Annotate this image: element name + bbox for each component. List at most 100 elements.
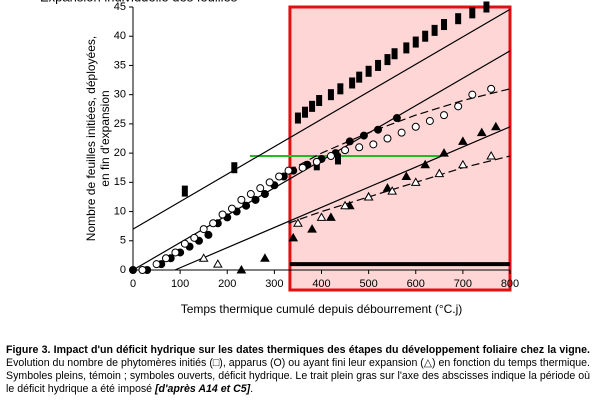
- triangle-point: [288, 232, 299, 242]
- circle-point: [237, 195, 246, 204]
- circle-point: [199, 225, 208, 234]
- circle-point: [138, 266, 147, 274]
- circle-point: [298, 163, 307, 172]
- circle-point: [218, 210, 227, 219]
- x-tick-label: 100: [171, 278, 189, 290]
- triangle-point: [476, 127, 487, 137]
- square-point: [181, 185, 188, 197]
- triangle-point: [198, 253, 209, 262]
- y-tick-label: 30: [114, 89, 126, 101]
- square-point: [441, 19, 448, 31]
- triangle-point: [486, 151, 497, 160]
- circle-point: [468, 90, 477, 99]
- circle-point: [171, 248, 180, 257]
- trend-line: [132, 8, 511, 230]
- triangle-point: [458, 136, 468, 145]
- circle-point: [161, 254, 170, 263]
- square-point: [309, 100, 316, 112]
- triangle-point: [387, 186, 398, 195]
- y-tick-label: 0: [120, 264, 126, 276]
- circle-point: [341, 146, 350, 155]
- x-tick-label: 200: [218, 278, 236, 290]
- square-point: [469, 7, 476, 19]
- y-tick-label: 5: [120, 235, 126, 247]
- triangle-point: [260, 253, 270, 262]
- y-tick-label: 45: [114, 1, 126, 13]
- square-point: [337, 83, 344, 95]
- x-tick-label: 300: [265, 278, 283, 290]
- deficit-zone: [288, 5, 512, 292]
- circle-point: [265, 178, 274, 187]
- square-point: [327, 89, 334, 101]
- triangle-point: [382, 183, 393, 192]
- triangle-point: [307, 224, 317, 233]
- x-tick-label: 500: [359, 278, 377, 290]
- x-axis-label: Temps thermique cumulé depuis débourreme…: [181, 302, 463, 316]
- y-axis-label: Nombre de feuilles initiées, déployées,: [84, 36, 98, 241]
- square-point: [391, 48, 398, 60]
- square-point: [384, 54, 391, 66]
- circle-point: [369, 140, 378, 149]
- square-point: [231, 162, 238, 174]
- triangle-point: [410, 177, 421, 186]
- circle-point: [345, 137, 354, 146]
- triangle-point: [434, 168, 445, 178]
- triangle-point: [340, 200, 350, 210]
- circle-point: [129, 266, 137, 274]
- triangle-point: [363, 191, 374, 201]
- square-point: [365, 65, 372, 77]
- circle-point: [359, 131, 368, 140]
- triangle-point: [458, 159, 468, 169]
- circle-point: [374, 125, 383, 134]
- y-tick-label: 20: [114, 147, 126, 159]
- caption-end: .: [250, 383, 254, 395]
- square-point: [403, 42, 410, 54]
- trend-line: [288, 88, 511, 172]
- triangle-point: [401, 171, 412, 180]
- triangle-point: [420, 159, 431, 169]
- heading: Expansion individuelle des feuilles: [40, 0, 238, 4]
- triangle-point: [439, 148, 449, 157]
- caption: Figure 3. Impact d'un déficit hydrique s…: [6, 344, 590, 396]
- triangle-point: [293, 218, 303, 227]
- circle-point: [152, 260, 161, 269]
- circle-point: [397, 128, 406, 137]
- square-point: [483, 1, 490, 13]
- triangle-point: [491, 121, 501, 131]
- circle-point: [260, 190, 269, 199]
- circle-point: [256, 184, 265, 193]
- circle-point: [180, 239, 189, 248]
- square-point: [375, 59, 382, 71]
- circle-point: [242, 201, 251, 210]
- x-tick-label: 600: [407, 278, 425, 290]
- y-tick-label: 15: [114, 176, 126, 188]
- y-tick-label: 40: [114, 30, 126, 42]
- circle-point: [454, 102, 463, 111]
- circle-point: [312, 157, 321, 166]
- triangle-point: [212, 259, 223, 268]
- trend-line: [174, 126, 511, 271]
- circle-point: [355, 143, 364, 152]
- caption-text: Evolution du nombre de phytomères initié…: [6, 357, 590, 395]
- square-point: [302, 106, 309, 118]
- chart: Expansion individuelle des feuilles 0 5 10…: [40, 0, 519, 316]
- x-tick-label: 700: [454, 278, 472, 290]
- circle-point: [204, 230, 213, 239]
- triangle-point: [316, 212, 327, 221]
- circle-point: [275, 172, 284, 181]
- x-tick-label: 400: [312, 278, 330, 290]
- circle-point: [487, 84, 496, 93]
- x-tick-label: 800: [501, 278, 519, 290]
- square-point: [356, 71, 363, 83]
- square-point: [422, 30, 429, 42]
- circle-point: [227, 204, 236, 213]
- caption-reference: [d'après A14 et C5]: [155, 383, 251, 395]
- x-tick-label: 0: [130, 278, 136, 290]
- circle-point: [251, 195, 260, 204]
- square-point: [455, 13, 462, 25]
- triangle-point: [236, 264, 247, 274]
- circle-point: [246, 190, 255, 199]
- square-point: [431, 24, 438, 36]
- caption-bold: Figure 3. Impact d'un déficit hydrique s…: [6, 344, 590, 356]
